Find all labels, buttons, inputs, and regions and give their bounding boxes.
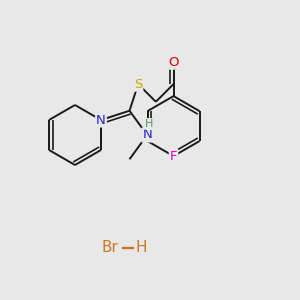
- Text: H: H: [135, 241, 147, 256]
- Text: O: O: [168, 56, 179, 69]
- Text: N: N: [142, 128, 152, 142]
- Text: Br: Br: [102, 241, 118, 256]
- Text: F: F: [170, 150, 177, 163]
- Text: S: S: [134, 78, 142, 91]
- Text: H: H: [145, 119, 153, 129]
- Text: N: N: [96, 113, 106, 127]
